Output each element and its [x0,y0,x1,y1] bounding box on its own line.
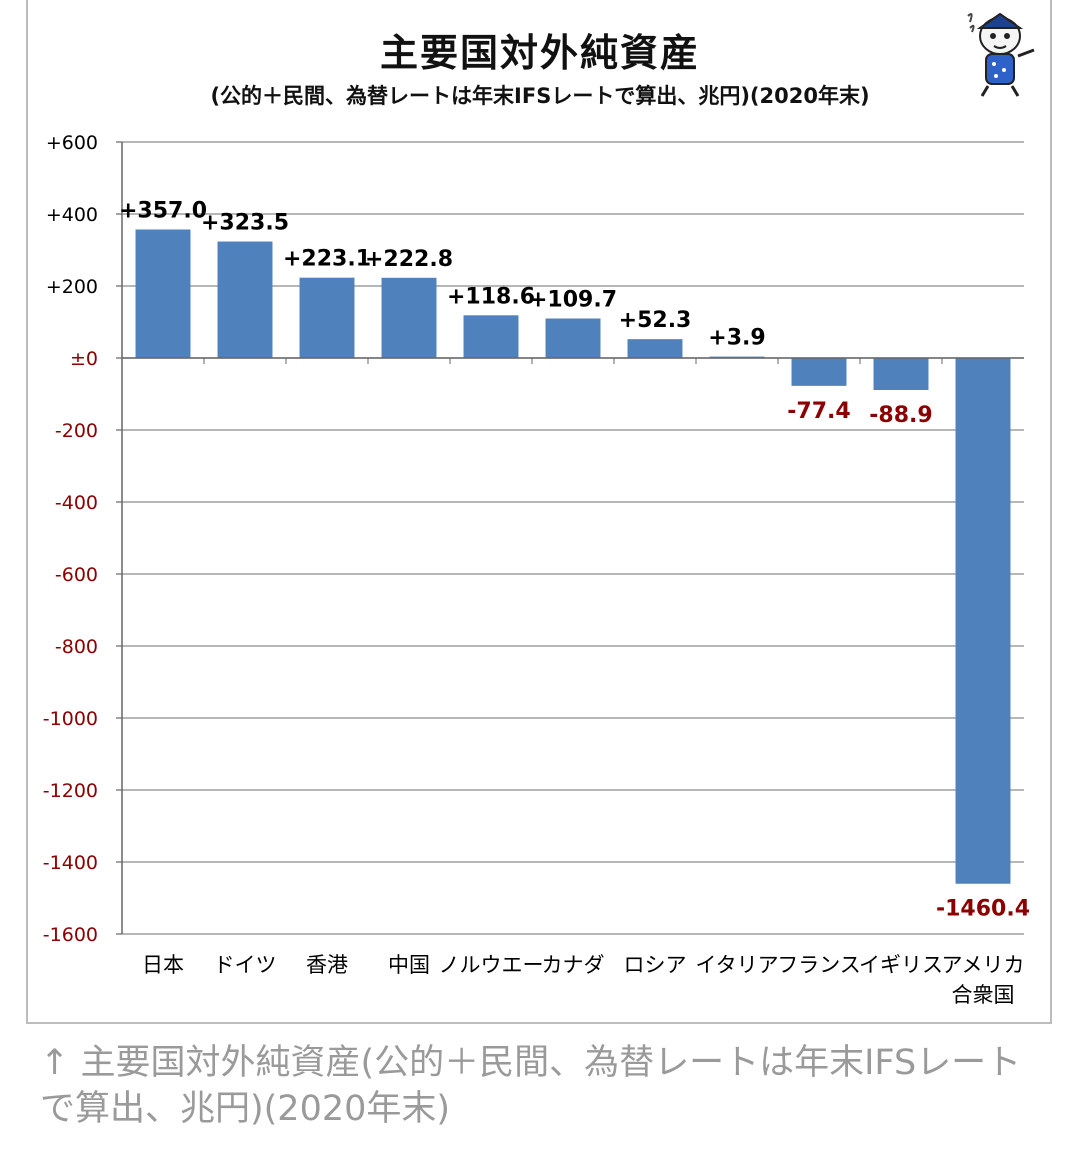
chart-subtitle: (公的＋民間、為替レートは年末IFSレートで算出、兆円)(2020年末) [210,84,870,108]
data-label: +223.1 [283,247,371,272]
bar [299,277,355,358]
bar [955,358,1011,884]
x-tick-label: カナダ [542,953,605,977]
bar [545,318,601,358]
y-tick-label: +400 [46,204,98,226]
chart-title: 主要国対外純資産 [379,31,700,75]
x-tick-label: ロシア [624,953,687,977]
bar [381,277,437,358]
x-tick-label: イギリス [859,953,943,977]
data-label: +52.3 [619,308,692,333]
x-tick-label: アメリカ [942,953,1025,977]
x-tick-label: ドイツ [214,953,277,977]
mascot-icon [967,12,1035,97]
y-tick-label: -200 [55,420,98,442]
y-tick-label: -1000 [43,708,98,730]
y-tick-label: +200 [46,276,98,298]
y-tick-label: -400 [55,492,98,514]
y-tick-label: -800 [55,636,98,658]
bar [217,241,273,358]
chart-frame [26,0,1052,1024]
x-tick-label: 合衆国 [952,983,1015,1007]
bar [135,229,191,358]
y-tick-label: -1200 [43,780,98,802]
y-tick-label: -1600 [43,924,98,946]
bar-chart: +600 +400 +200 ±0 -200 -400 -600 -800 -1000 -1200… [43,132,1030,1007]
y-tick-label: -600 [55,564,98,586]
y-tick-label: ±0 [70,348,98,370]
bar [791,358,847,386]
data-label: +323.5 [201,211,289,236]
x-tick-label: ノルウエー [439,953,544,977]
data-label: +118.6 [447,284,535,309]
data-label: +109.7 [529,288,617,313]
x-tick-label: イタリア [695,953,778,977]
x-tick-label: フランス [777,953,861,977]
figure-caption: ↑ 主要国対外純資産(公的＋民間、為替レートは年末IFSレートで算出、兆円)(2… [40,1043,1022,1129]
y-tick-label: -1400 [43,852,98,874]
data-label: -1460.4 [936,897,1030,922]
bar [873,358,929,391]
x-tick-label: 香港 [306,953,348,977]
x-tick-label: 中国 [388,953,430,977]
data-label: +222.8 [365,247,453,272]
x-tick-label: 日本 [142,953,184,977]
y-tick-label: +600 [46,132,98,154]
data-label: -77.4 [787,399,850,424]
data-label: +3.9 [708,326,765,351]
bar [627,339,683,358]
data-label: -88.9 [869,403,932,428]
bar [463,315,519,358]
data-label: +357.0 [119,198,207,223]
